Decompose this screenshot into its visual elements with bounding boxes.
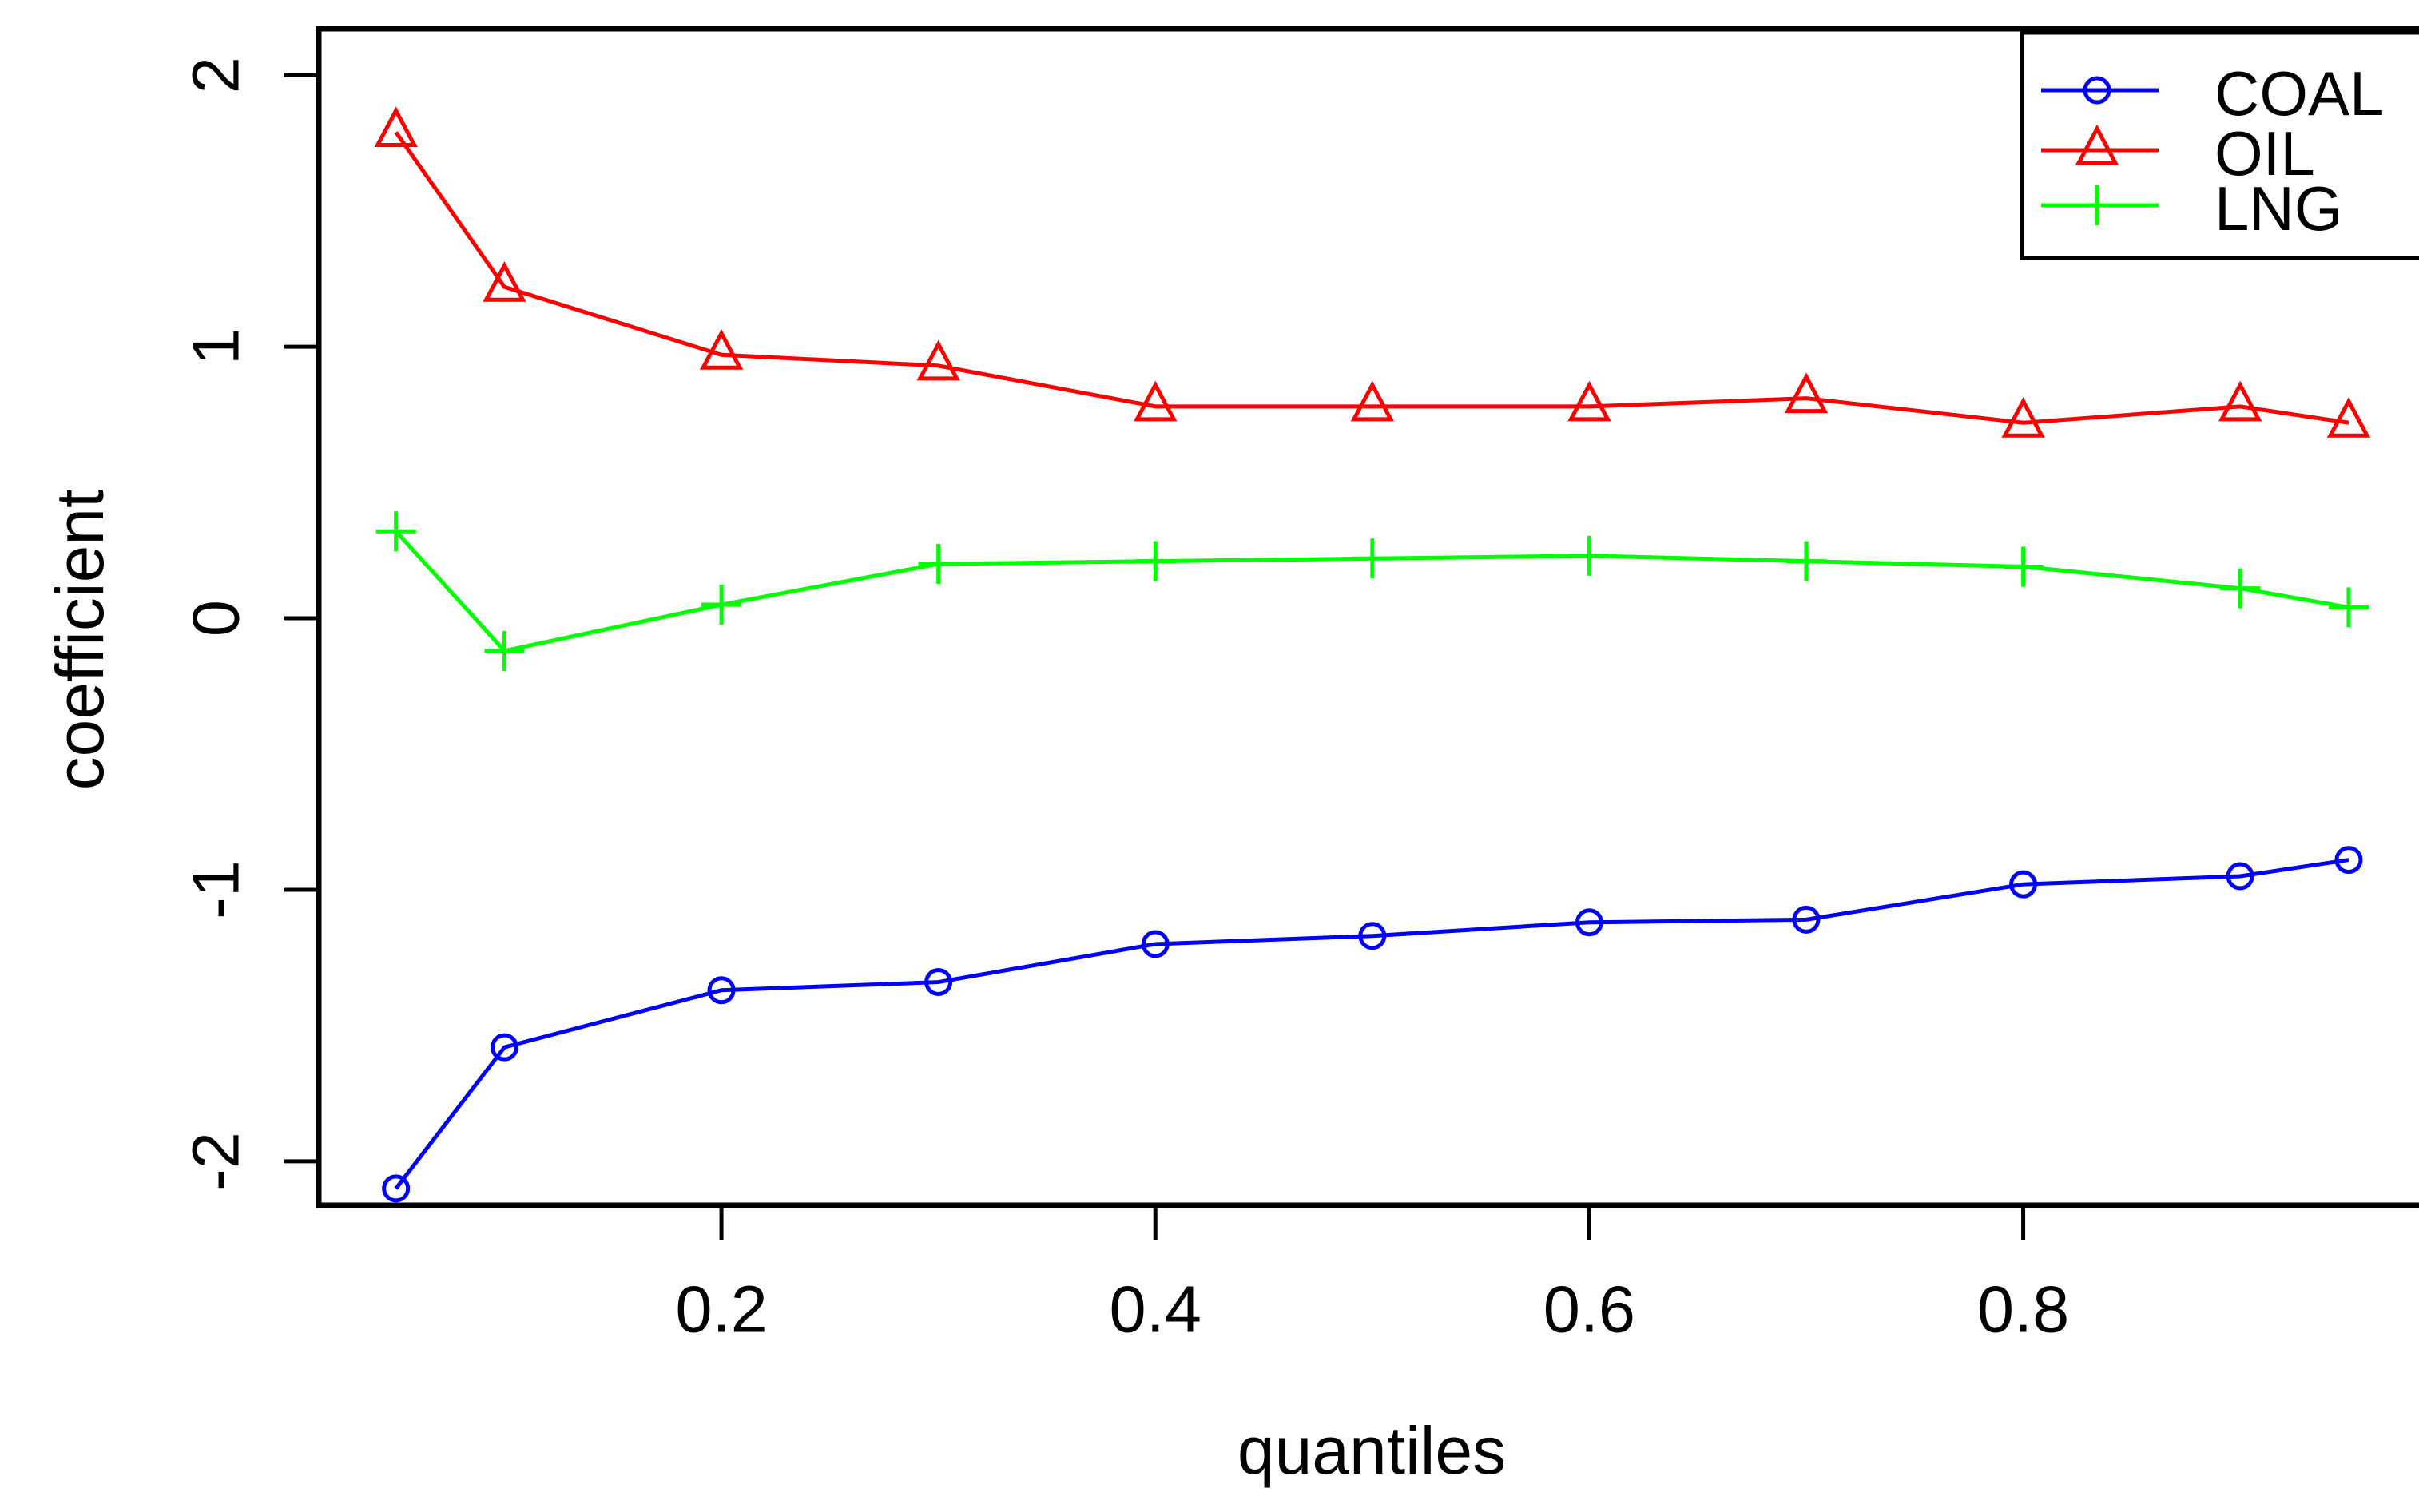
x-tick-label: 0.4 <box>1110 1272 1202 1347</box>
x-axis-title: quantiles <box>1237 1413 1507 1488</box>
series-marker-circle-coal <box>2009 870 2038 899</box>
legend-label-coal: COAL <box>2214 58 2384 129</box>
legend-box <box>2020 30 2419 260</box>
quantile-coefficient-chart: 2 1 0 -1 -2 0.2 0.4 0.6 0.8 COAL OIL LNG quantiles … <box>32 13 2419 1499</box>
series-marker-triangle-oil <box>2218 380 2262 422</box>
y-tick-label: -1 <box>179 860 253 919</box>
series-marker-plus-lng <box>1785 541 1826 581</box>
y-tick-label: 2 <box>179 57 253 93</box>
series-marker-triangle-oil <box>916 339 960 381</box>
series-marker-triangle-oil <box>699 328 744 370</box>
series-marker-circle-coal <box>707 976 736 1005</box>
legend-marker-circle <box>2083 76 2111 105</box>
series-marker-plus-lng <box>2003 546 2044 587</box>
series-marker-triangle-oil <box>374 106 418 148</box>
series-marker-plus-lng <box>1135 541 1176 581</box>
series-marker-circle-coal <box>490 1033 518 1062</box>
series-marker-triangle-oil <box>2326 396 2371 438</box>
series-marker-plus-lng <box>1352 538 1392 579</box>
series-marker-plus-lng <box>375 511 416 552</box>
series-marker-circle-coal <box>2226 862 2254 891</box>
series-marker-triangle-oil <box>1134 380 1178 422</box>
series-marker-circle-coal <box>2334 846 2363 875</box>
series-marker-triangle-oil <box>1784 372 1829 414</box>
series-marker-plus-lng <box>1569 535 1610 576</box>
series-marker-plus-lng <box>484 630 525 671</box>
series-marker-plus-lng <box>701 585 742 625</box>
series-line-oil <box>394 131 2349 425</box>
series-marker-circle-coal <box>1141 930 1170 958</box>
series-marker-circle-coal <box>1575 908 1603 937</box>
x-tick-label: 0.6 <box>1543 1272 1635 1347</box>
series-marker-circle-coal <box>382 1174 411 1203</box>
x-tick-label: 0.2 <box>675 1272 767 1347</box>
series-marker-circle-coal <box>1792 905 1821 934</box>
y-tick-label: -2 <box>179 1132 253 1191</box>
legend-label-oil: OIL <box>2214 118 2315 189</box>
series-marker-triangle-oil <box>483 260 526 302</box>
legend-label-lng: LNG <box>2214 173 2342 244</box>
x-tick-label: 0.8 <box>1977 1272 2069 1347</box>
y-axis-title: coefficient <box>42 489 117 791</box>
legend-marker-plus <box>2077 185 2117 225</box>
y-tick-label: 1 <box>179 328 253 365</box>
series-marker-plus-lng <box>2328 587 2369 628</box>
y-tick-label: 0 <box>179 600 253 637</box>
legend-marker-triangle <box>2075 124 2119 165</box>
series-line-coal <box>394 858 2349 1190</box>
series-marker-circle-coal <box>1358 922 1387 950</box>
series-marker-plus-lng <box>918 544 959 585</box>
series-marker-circle-coal <box>924 968 953 997</box>
series-marker-plus-lng <box>2220 568 2261 609</box>
series-marker-triangle-oil <box>1567 380 1611 422</box>
series-marker-triangle-oil <box>1350 380 1394 422</box>
series-marker-triangle-oil <box>2001 396 2045 438</box>
